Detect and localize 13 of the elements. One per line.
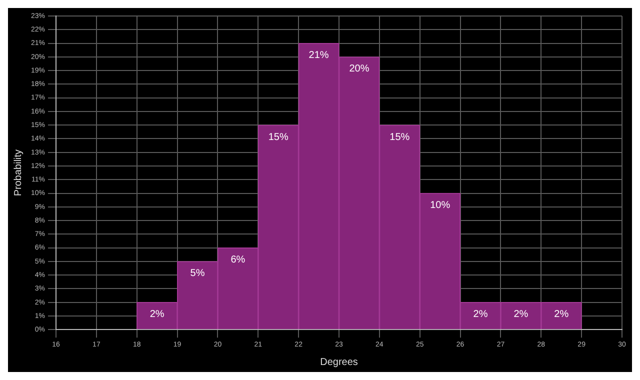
data-label: 15% (268, 132, 288, 143)
x-axis-title: Degrees (320, 356, 358, 368)
data-label: 21% (308, 50, 329, 62)
data-label: 2% (473, 309, 488, 320)
data-label: 2% (514, 309, 528, 320)
data-label: 20% (349, 64, 370, 75)
data-label: 5% (190, 268, 205, 280)
data-label: 6% (230, 254, 246, 266)
data-label: 2% (554, 309, 569, 320)
y-axis-title: Probability (12, 149, 24, 196)
data-label: 15% (390, 132, 410, 143)
data-label: 10% (430, 200, 450, 211)
data-label: 2% (150, 309, 164, 320)
